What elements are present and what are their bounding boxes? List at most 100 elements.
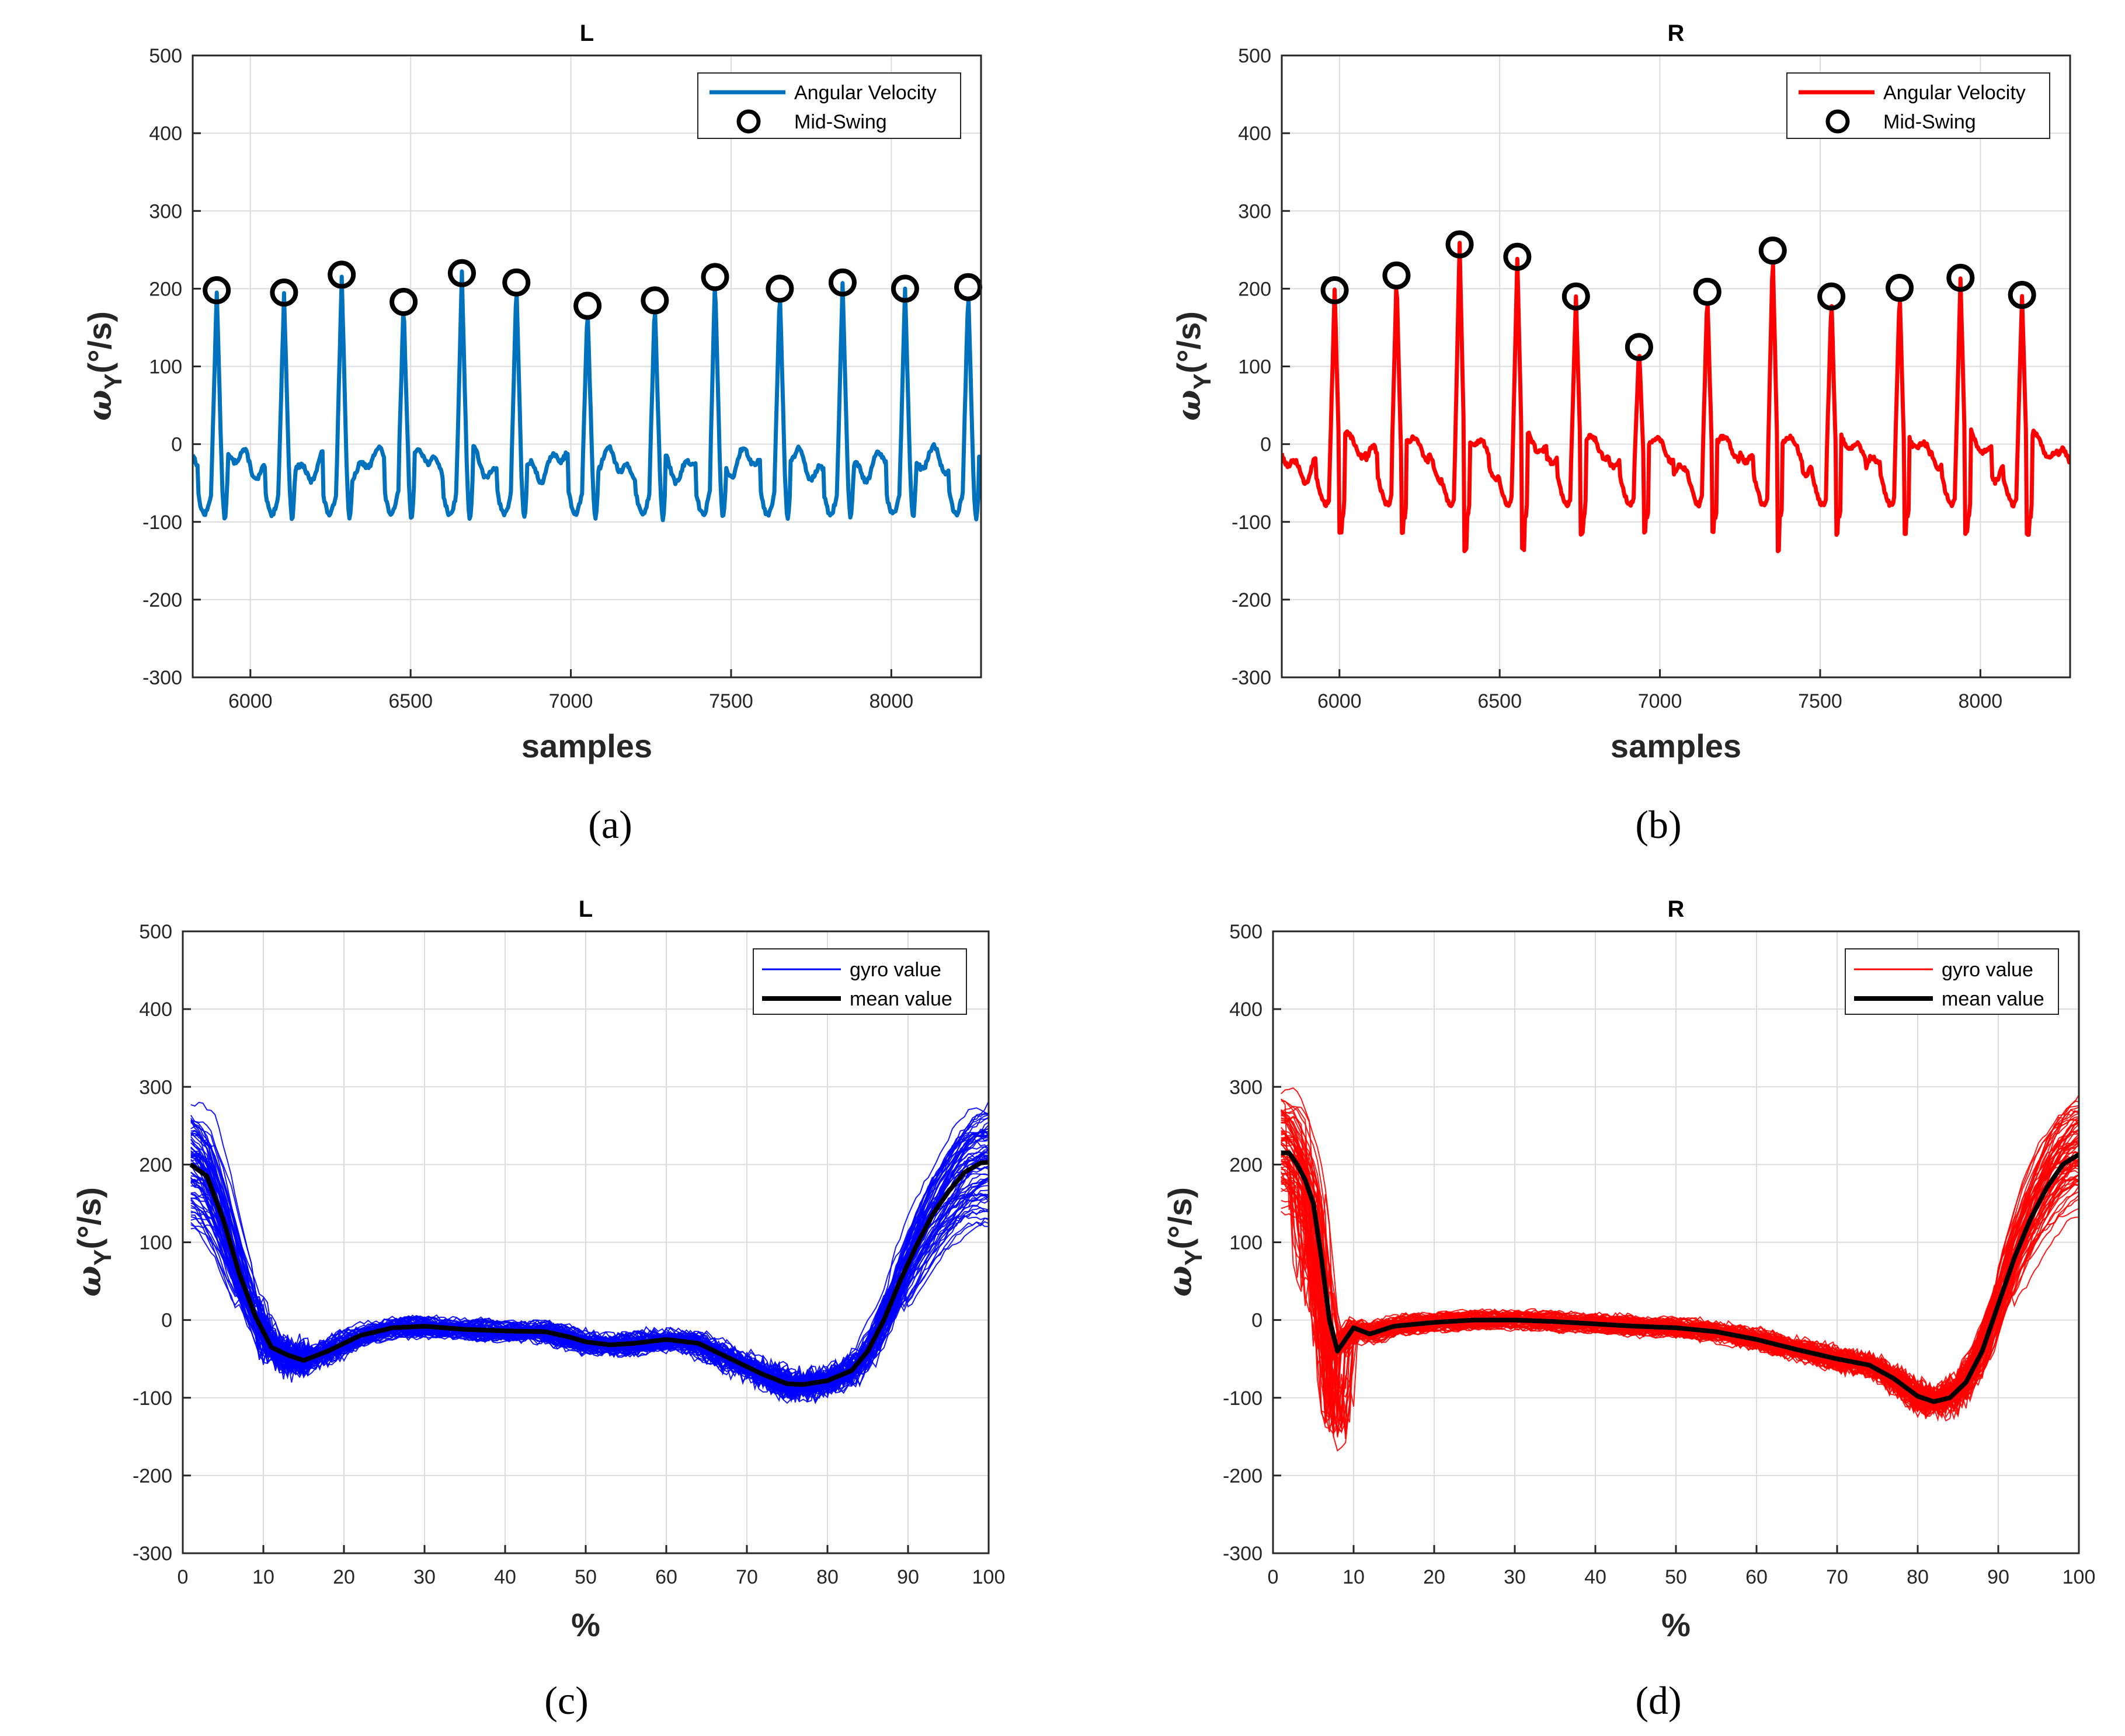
legend-label-gyro-value: gyro value <box>1942 959 2033 981</box>
y-axis-symbol: ω <box>1170 390 1208 421</box>
y-tick-label: -100 <box>142 512 182 534</box>
y-axis-subscript: Y <box>1188 374 1216 390</box>
mid-swing-marker <box>573 291 602 320</box>
mean-value-line <box>1281 1150 2079 1404</box>
y-tick-label: 300 <box>1238 200 1271 222</box>
x-tick-label: 80 <box>1907 1566 1929 1588</box>
mid-swing-marker <box>1817 282 1846 311</box>
x-tick-label: 8000 <box>870 690 914 712</box>
mid-swing-marker <box>1693 277 1721 306</box>
y-tick-label: 200 <box>139 1154 172 1176</box>
mid-swing-marker <box>641 286 669 315</box>
y-tick-label: -300 <box>133 1543 172 1565</box>
mid-swing-marker <box>447 259 476 287</box>
y-tick-label: -100 <box>1232 512 1271 534</box>
mid-swing-marker <box>1561 282 1590 311</box>
x-tick-label: 90 <box>897 1566 919 1588</box>
x-axis-label: % <box>1661 1606 1691 1643</box>
angular-velocity-line <box>1282 241 2070 554</box>
mid-swing-marker <box>828 268 857 297</box>
legend-label-mid-swing: Mid-Swing <box>1883 111 1976 133</box>
gyro-value-trace <box>1281 1140 2079 1414</box>
y-axis: -300 -200 -100 0 100 200 300 400 500 <box>142 45 201 689</box>
x-tick-label: 100 <box>2063 1566 2096 1588</box>
y-tick-label: -200 <box>1223 1465 1263 1487</box>
y-tick-label: 500 <box>139 921 172 943</box>
legend-label-mid-swing: Mid-Swing <box>794 111 887 133</box>
y-tick-label: 100 <box>1238 356 1271 378</box>
legend-label-mean-value: mean value <box>1942 988 2044 1010</box>
panel-caption: (c) <box>544 1678 588 1723</box>
y-tick-label: 400 <box>139 999 172 1021</box>
x-tick-label: 20 <box>333 1566 355 1588</box>
y-tick-label: -200 <box>142 589 182 611</box>
y-tick-label: 100 <box>1229 1232 1263 1254</box>
mean-value-line <box>189 1160 989 1387</box>
mid-swing-marker <box>328 260 356 289</box>
x-axis: 6000 6500 7000 7500 8000 <box>1317 669 2002 712</box>
gyro-value-trace <box>190 1116 989 1394</box>
y-tick-label: 400 <box>149 123 182 145</box>
y-tick-label: -300 <box>142 667 182 689</box>
y-tick-label: 100 <box>139 1232 172 1254</box>
y-axis-subscript: Y <box>99 374 127 390</box>
mid-swing-marker <box>1946 263 1975 292</box>
x-tick-label: 70 <box>736 1566 758 1588</box>
x-tick-label: 50 <box>1665 1566 1687 1588</box>
y-axis: -300 -200 -100 0 100 200 300 400 500 <box>1232 45 1290 689</box>
y-tick-label: 100 <box>149 356 182 378</box>
panel-a: -300 -200 -100 0 100 200 300 400 500 6000 6500 700… <box>81 20 983 847</box>
x-tick-label: 40 <box>1584 1566 1606 1588</box>
y-tick-label: 300 <box>1229 1076 1263 1098</box>
y-tick-label: 500 <box>1238 45 1271 67</box>
legend-label-gyro-value: gyro value <box>850 959 941 981</box>
y-axis-subscript: Y <box>1180 1250 1207 1266</box>
mid-swing-marker <box>2008 281 2036 309</box>
mid-swing-marker <box>1382 261 1411 290</box>
mid-swing-marker <box>1758 236 1787 265</box>
y-axis-label: ωY(°/s) <box>1161 1187 1207 1297</box>
y-axis-unit: (°/s) <box>71 1187 107 1249</box>
panel-b: -300 -200 -100 0 100 200 300 400 500 6000 6500 700… <box>1170 20 2071 847</box>
panel-d: -300 -200 -100 0 100 200 300 400 500 0 10 20 30 40 50… <box>1161 896 2095 1723</box>
x-tick-label: 20 <box>1423 1566 1445 1588</box>
x-tick-label: 8000 <box>1959 690 2003 712</box>
mid-swing-marker <box>954 273 983 301</box>
mid-swing-marker <box>203 276 231 305</box>
y-axis-symbol: ω <box>81 390 119 421</box>
y-tick-label: -200 <box>133 1465 172 1487</box>
legend: gyro value mean value <box>1845 948 2059 1015</box>
legend-box <box>753 948 967 1015</box>
panel-caption: (a) <box>588 802 632 847</box>
x-tick-label: 30 <box>413 1566 436 1588</box>
y-axis-unit: (°/s) <box>1161 1187 1198 1249</box>
x-tick-label: 0 <box>1268 1566 1279 1588</box>
x-tick-label: 70 <box>1826 1566 1848 1588</box>
x-tick-label: 80 <box>816 1566 839 1588</box>
legend-swatch-mid-swing <box>1825 109 1850 134</box>
legend: Angular Velocity Mid-Swing <box>1786 72 2050 139</box>
y-tick-label: -100 <box>1223 1387 1263 1410</box>
x-tick-label: 10 <box>252 1566 274 1588</box>
y-tick-label: 400 <box>1229 999 1263 1021</box>
panel-title: R <box>1668 20 1685 46</box>
x-tick-label: 50 <box>575 1566 597 1588</box>
legend-swatch-mid-swing <box>736 109 761 134</box>
x-tick-label: 60 <box>655 1566 677 1588</box>
mid-swing-marker <box>1445 230 1474 259</box>
x-tick-label: 6000 <box>1317 690 1362 712</box>
x-axis: 0 10 20 30 40 50 60 70 80 90 100 <box>1268 1545 2096 1588</box>
y-tick-label: 500 <box>1229 921 1263 943</box>
x-tick-label: 100 <box>972 1566 1006 1588</box>
legend-label-angular-velocity: Angular Velocity <box>794 82 937 104</box>
y-tick-label: 500 <box>149 45 182 67</box>
y-axis-label: ωY(°/s) <box>70 1187 116 1297</box>
y-axis-subscript: Y <box>89 1250 116 1266</box>
mid-swing-markers <box>1320 230 2036 361</box>
y-tick-label: 0 <box>161 1310 172 1332</box>
x-axis-label: % <box>571 1606 600 1643</box>
panel-caption: (b) <box>1635 802 1681 847</box>
x-tick-label: 0 <box>178 1566 189 1588</box>
y-axis-symbol: ω <box>1161 1266 1199 1297</box>
